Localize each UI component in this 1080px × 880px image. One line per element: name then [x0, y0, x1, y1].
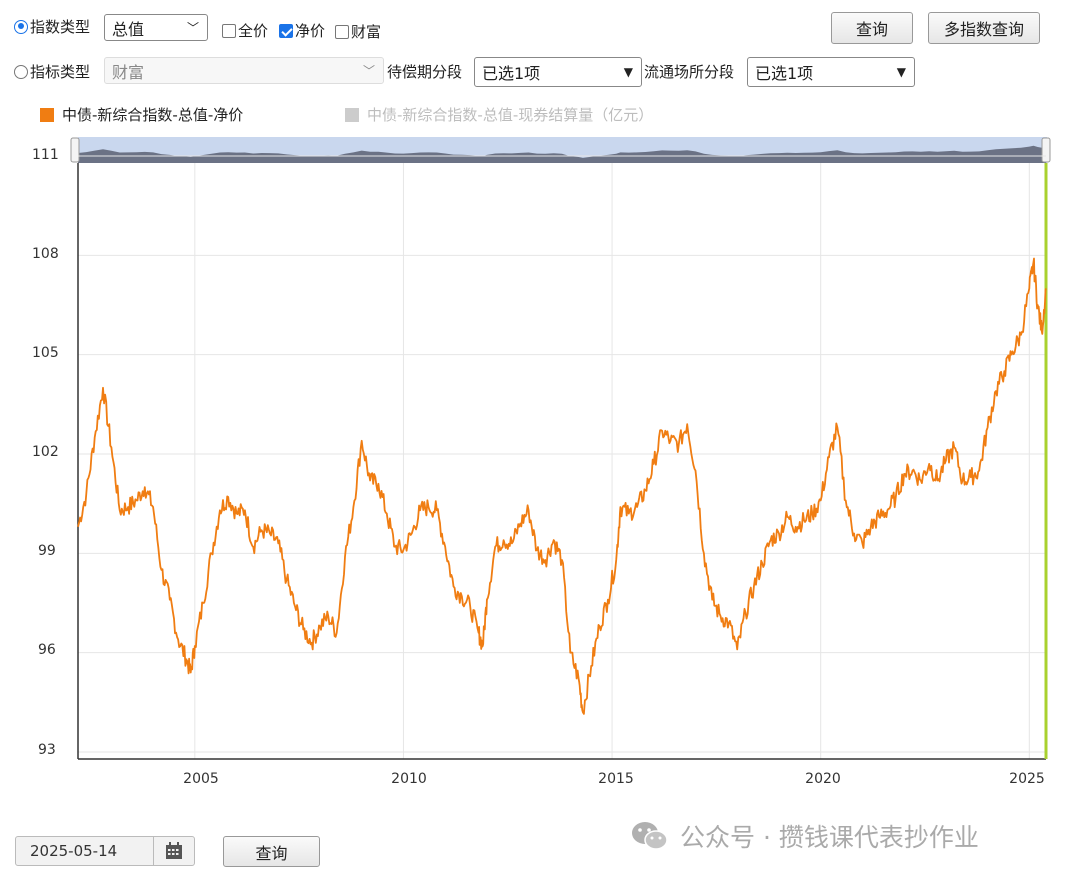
caret-down-icon: ▼ — [623, 65, 633, 79]
y-tick-label: 96 — [38, 642, 56, 658]
chevron-down-icon: ﹀ — [362, 64, 375, 78]
wealth-checkbox[interactable] — [335, 24, 349, 39]
maturity-segment-value: 已选1项 — [482, 64, 541, 83]
maturity-segment-select[interactable]: 已选1项 ▼ — [474, 57, 642, 87]
x-tick-label: 2015 — [598, 771, 634, 787]
maturity-segment-label: 待偿期分段 — [387, 63, 463, 81]
legend-swatch-grey — [345, 107, 359, 122]
y-tick-label: 108 — [32, 246, 59, 262]
watermark: 公众号 · 攒钱课代表抄作业 — [630, 818, 979, 854]
y-tick-label: 93 — [38, 742, 56, 758]
y-tick-label: 99 — [38, 543, 56, 559]
wealth-check-group[interactable]: 财富 — [335, 21, 381, 42]
legend-item-volume[interactable]: 中债-新综合指数-总值-现券结算量（亿元） — [345, 104, 653, 125]
y-tick-label: 111 — [32, 147, 59, 163]
watermark-text: 公众号 · 攒钱课代表抄作业 — [680, 823, 979, 852]
net-price-checkbox[interactable] — [279, 23, 293, 38]
index-type-select[interactable]: 总值 ﹀ — [104, 14, 208, 41]
net-price-label: 净价 — [295, 22, 326, 40]
legend-swatch-orange — [40, 107, 54, 122]
market-segment-select[interactable]: 已选1项 ▼ — [747, 57, 915, 87]
date-picker[interactable]: 2025-05-14 — [15, 836, 195, 866]
caret-down-icon: ▼ — [896, 65, 906, 79]
x-tick-label: 2025 — [1009, 771, 1045, 787]
navigator-area — [78, 145, 1046, 163]
x-tick-label: 2020 — [805, 771, 841, 787]
legend-label: 中债-新综合指数-总值-净价 — [62, 106, 244, 124]
calendar-icon[interactable] — [153, 837, 194, 865]
x-tick-label: 2005 — [183, 771, 219, 787]
navigator-right-handle[interactable] — [1041, 137, 1051, 163]
index-type-radio[interactable] — [14, 19, 28, 34]
navigator-left-handle[interactable] — [70, 137, 80, 163]
bottom-query-button[interactable]: 查询 — [223, 836, 320, 867]
multi-index-query-button[interactable]: 多指数查询 — [928, 12, 1040, 44]
full-price-check-group[interactable]: 全价 — [222, 20, 268, 41]
market-segment-label: 流通场所分段 — [644, 63, 735, 81]
date-input[interactable]: 2025-05-14 — [30, 842, 118, 860]
grid — [78, 155, 1046, 759]
y-tick-label: 105 — [32, 345, 59, 361]
chevron-down-icon: ﹀ — [186, 21, 199, 35]
full-price-label: 全价 — [238, 22, 269, 40]
index-type-select-value: 总值 — [112, 19, 145, 39]
index-type-label: 指数类型 — [30, 18, 91, 36]
market-segment-value: 已选1项 — [755, 64, 814, 83]
indicator-type-select[interactable]: 财富 ﹀ — [104, 57, 384, 84]
x-tick-label: 2010 — [391, 771, 427, 787]
wechat-icon — [632, 822, 668, 850]
series-net-price-line — [77, 257, 1047, 715]
y-tick-label: 102 — [32, 444, 59, 460]
net-price-check-group[interactable]: 净价 — [279, 20, 325, 41]
indicator-type-label: 指标类型 — [30, 63, 91, 81]
legend-label: 中债-新综合指数-总值-现券结算量（亿元） — [367, 106, 654, 124]
query-button[interactable]: 查询 — [831, 12, 913, 44]
full-price-checkbox[interactable] — [222, 23, 236, 38]
wealth-label: 财富 — [351, 23, 382, 41]
indicator-type-radio-group[interactable]: 指标类型 — [14, 61, 90, 82]
indicator-type-radio[interactable] — [14, 64, 28, 79]
index-type-radio-group[interactable]: 指数类型 — [14, 16, 90, 37]
legend-item-net-price[interactable]: 中债-新综合指数-总值-净价 — [40, 104, 243, 125]
indicator-type-select-value: 财富 — [112, 62, 145, 82]
